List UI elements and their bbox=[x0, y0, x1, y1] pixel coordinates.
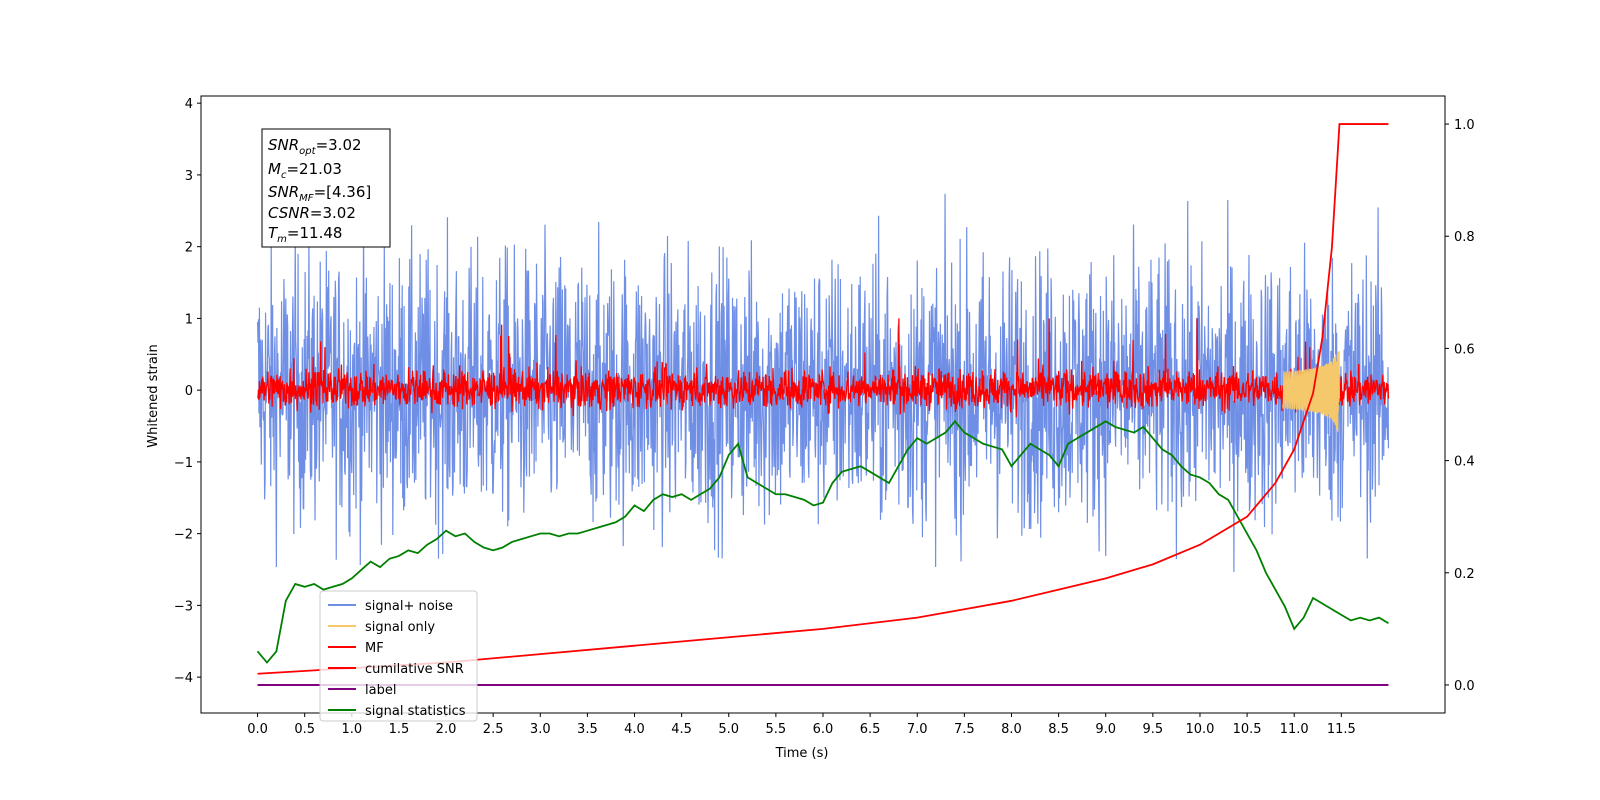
y2-tick-label: 1.0 bbox=[1454, 118, 1475, 133]
y2-tick-label: 0.8 bbox=[1454, 230, 1475, 245]
y-tick-label: 2 bbox=[185, 241, 193, 256]
y2-axis-ticks: 0.0 0.2 0.4 0.6 0.8 1.0 bbox=[1445, 118, 1475, 694]
x-tick-label: 2.0 bbox=[436, 722, 457, 737]
series-signal-noise-line bbox=[256, 193, 1390, 573]
x-tick-label: 5.5 bbox=[766, 722, 787, 737]
y-tick-label: 3 bbox=[185, 169, 193, 184]
x-tick-label: 3.0 bbox=[530, 722, 551, 737]
y2-tick-label: 0.0 bbox=[1454, 679, 1475, 694]
x-tick-label: 4.5 bbox=[671, 722, 692, 737]
y-tick-label: 0 bbox=[185, 384, 193, 399]
x-tick-label: 3.5 bbox=[577, 722, 598, 737]
x-axis-label: Time (s) bbox=[775, 746, 829, 761]
y2-tick-label: 0.2 bbox=[1454, 567, 1475, 582]
y-tick-label: −3 bbox=[174, 599, 193, 614]
y2-tick-label: 0.6 bbox=[1454, 342, 1475, 357]
x-tick-label: 9.0 bbox=[1095, 722, 1116, 737]
x-tick-label: 11.0 bbox=[1280, 722, 1309, 737]
y-axis-label: Whitened strain bbox=[146, 344, 161, 447]
x-tick-label: 8.5 bbox=[1048, 722, 1069, 737]
legend-entry-label: cumilative SNR bbox=[365, 662, 464, 677]
x-tick-label: 0.5 bbox=[294, 722, 315, 737]
legend-entry-label: signal only bbox=[365, 620, 435, 635]
x-axis-ticks: 0.0 0.5 1.0 1.5 2.0 2.5 3.0 3.5 4.0 4.5 5.0 5.5 6.0 6… bbox=[247, 713, 1356, 737]
x-tick-label: 5.0 bbox=[718, 722, 739, 737]
x-tick-label: 4.0 bbox=[624, 722, 645, 737]
x-tick-label: 11.5 bbox=[1327, 722, 1356, 737]
x-tick-label: 1.5 bbox=[389, 722, 410, 737]
legend-entry-label: MF bbox=[365, 641, 384, 656]
tm-text: Tm=11.48 bbox=[268, 224, 342, 245]
y-axis-ticks: −4 −3 −2 −1 0 1 2 3 4 bbox=[174, 97, 201, 686]
x-tick-label: 2.5 bbox=[483, 722, 504, 737]
snr-mf-text: SNRMF=[4.36] bbox=[268, 183, 371, 204]
x-tick-label: 10.0 bbox=[1185, 722, 1214, 737]
csnr-text: CSNR=3.02 bbox=[268, 204, 356, 222]
series-signal-statistics-line bbox=[256, 419, 1389, 664]
x-tick-label: 7.0 bbox=[907, 722, 928, 737]
series-cumulative-snr-line bbox=[257, 123, 1389, 675]
x-tick-label: 1.0 bbox=[341, 722, 362, 737]
x-tick-label: 8.0 bbox=[1001, 722, 1022, 737]
y-tick-label: −1 bbox=[174, 456, 193, 471]
y-tick-label: 1 bbox=[185, 312, 193, 327]
legend-entry-label: signal statistics bbox=[365, 704, 466, 719]
legend-entry-label: signal+ noise bbox=[365, 599, 453, 614]
y-tick-label: −2 bbox=[174, 528, 193, 543]
mc-text: Mc=21.03 bbox=[268, 160, 342, 181]
x-tick-label: 7.5 bbox=[954, 722, 975, 737]
x-tick-label: 6.5 bbox=[860, 722, 881, 737]
x-tick-label: 6.0 bbox=[813, 722, 834, 737]
legend: signal+ noise signal only MF cumilative SNR… bbox=[319, 590, 478, 722]
stats-annotation-box: SNRopt=3.02 Mc=21.03 SNRMF=[4.36] CSNR=3… bbox=[261, 128, 391, 248]
x-tick-label: 10.5 bbox=[1233, 722, 1262, 737]
series-mf-line bbox=[256, 318, 1390, 418]
x-tick-label: 9.5 bbox=[1143, 722, 1164, 737]
legend-entry-label: label bbox=[365, 683, 396, 698]
y-tick-label: −4 bbox=[174, 671, 193, 686]
x-tick-label: 0.0 bbox=[247, 722, 268, 737]
y2-tick-label: 0.4 bbox=[1454, 455, 1475, 470]
y-tick-label: 4 bbox=[185, 97, 193, 112]
snr-opt-text: SNRopt=3.02 bbox=[268, 136, 362, 157]
